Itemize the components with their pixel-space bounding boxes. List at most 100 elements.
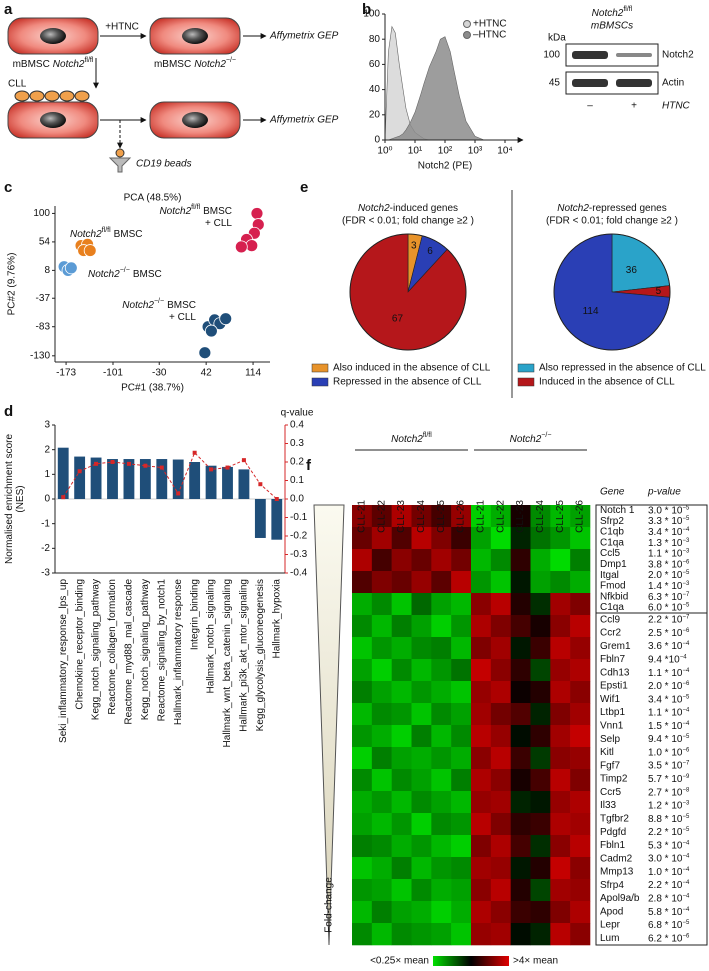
text-part: −6 [682,933,690,939]
heatmap-cell [471,747,492,770]
heatmap-cell [471,659,492,682]
x-tick-label: 42 [201,368,213,379]
p-value: 3.3 * 10−5 [648,516,690,527]
heatmap-cell [471,725,492,748]
heatmap-cell [471,637,492,660]
heatmap-cell [371,505,392,528]
gep-label: Affymetrix GEP [269,31,339,42]
cll-label: CLL [8,79,27,90]
y2-tick-label: 0.4 [290,420,304,431]
y-tick-label: 40 [369,84,381,95]
column-label: CLL-25 [436,500,447,533]
heatmap-cell [371,747,392,770]
heatmap-cell [431,615,452,638]
text-part: −4 [682,853,690,859]
heatmap-cell [530,593,551,616]
heatmap-cell [490,505,511,528]
y2-tick-label: 0.3 [290,438,304,449]
p-value: 1.1 * 10−3 [648,548,690,559]
text-part: 1.1 * 10 [648,667,683,678]
heatmap-cell [411,703,432,726]
heatmap-cell [490,923,511,946]
text-part: 3.4 * 10 [648,694,683,705]
text-part: −4 [682,641,690,647]
heatmap-cell [490,615,511,638]
gene-name: C1qb [600,527,624,538]
heatmap-cell [490,769,511,792]
p-value: 3.4 * 10−4 [648,527,690,538]
text-part: 1.3 * 10 [648,537,683,548]
heatmap-cell [451,659,472,682]
text-part: −5 [682,516,690,522]
text-part: + CLL [205,218,232,229]
point [192,450,197,455]
text-part: −5 [682,813,690,819]
heatmap-cell [431,725,452,748]
x-tick-label: 10² [438,146,453,157]
legend-swatch [517,363,535,373]
gene-name: Notch 1 [600,505,635,516]
heatmap-cell [391,527,412,550]
text-part: 6.0 * 10 [648,602,683,613]
data-label: 114 [583,306,599,317]
text-part: −4 [682,707,690,713]
gene-name: Mmp13 [600,867,634,878]
heatmap-cell [431,593,452,616]
heatmap-cell [352,747,373,770]
heatmap-cell [431,549,452,572]
x-tick-label: -30 [152,368,167,379]
heatmap-cell [530,901,551,924]
gene-name: Fmod [600,581,626,592]
heatmap-cell [471,923,492,946]
point [159,465,164,470]
histogram-area [385,36,485,141]
gene-name: Ccr2 [600,628,622,639]
heatmap-cell [530,505,551,528]
heatmap-cell [490,725,511,748]
y-tick-label: 100 [33,208,50,219]
text-part: 3.0 * 10 [648,505,683,516]
y2-tick-label: -0.3 [290,549,308,560]
text-part: −7 [682,614,690,620]
cell-label: mBMSC Notch2−/− [154,57,236,70]
beads-label: CD19 beads [136,159,192,170]
gene-name: Selp [600,734,620,745]
y-tick-label: 0 [44,494,50,505]
heatmap-cell [431,637,452,660]
p-value: 2.0 * 10−5 [648,570,690,581]
heatmap-cell [352,593,373,616]
p-value: 3.5 * 10−7 [648,760,690,771]
group-label: Notch2−/− [510,432,552,445]
text-part: 3.3 * 10 [648,516,683,527]
gene-name: Apol9a/b [600,893,640,904]
legend-swatch [311,363,329,373]
column-label: CLL-26 [456,500,467,533]
heatmap-cell [570,549,591,572]
legend-marker [463,20,471,28]
y-tick-label: 0 [374,135,380,146]
pie-slice [349,233,467,351]
heatmap-cell [352,769,373,792]
x-tick-label: Seki_inflammatory_response_lps_up [58,579,69,743]
gene-name: Ccr5 [600,787,622,798]
p-value: 9.4 * 10−5 [648,734,690,745]
heatmap-cell [490,835,511,858]
heatmap-cell [570,791,591,814]
heatmap-cell [371,923,392,946]
gene-name: Ccl9 [600,614,620,625]
heatmap-cell [510,835,531,858]
heatmap-cell [391,835,412,858]
heatmap-cell [570,505,591,528]
text-part: fl/fl [423,432,432,439]
point [234,240,248,254]
gene-name: Ltbp1 [600,707,625,718]
heatmap-cell [431,923,452,946]
chart-title: Notch2-induced genes [358,203,458,214]
p-value: 5.7 * 10−9 [648,774,690,785]
panel-label: b [362,1,371,18]
heatmap-cell [352,813,373,836]
text-part: 2.0 * 10 [648,681,683,692]
y2-tick-label: 0.1 [290,475,304,486]
heatmap-cell [352,901,373,924]
